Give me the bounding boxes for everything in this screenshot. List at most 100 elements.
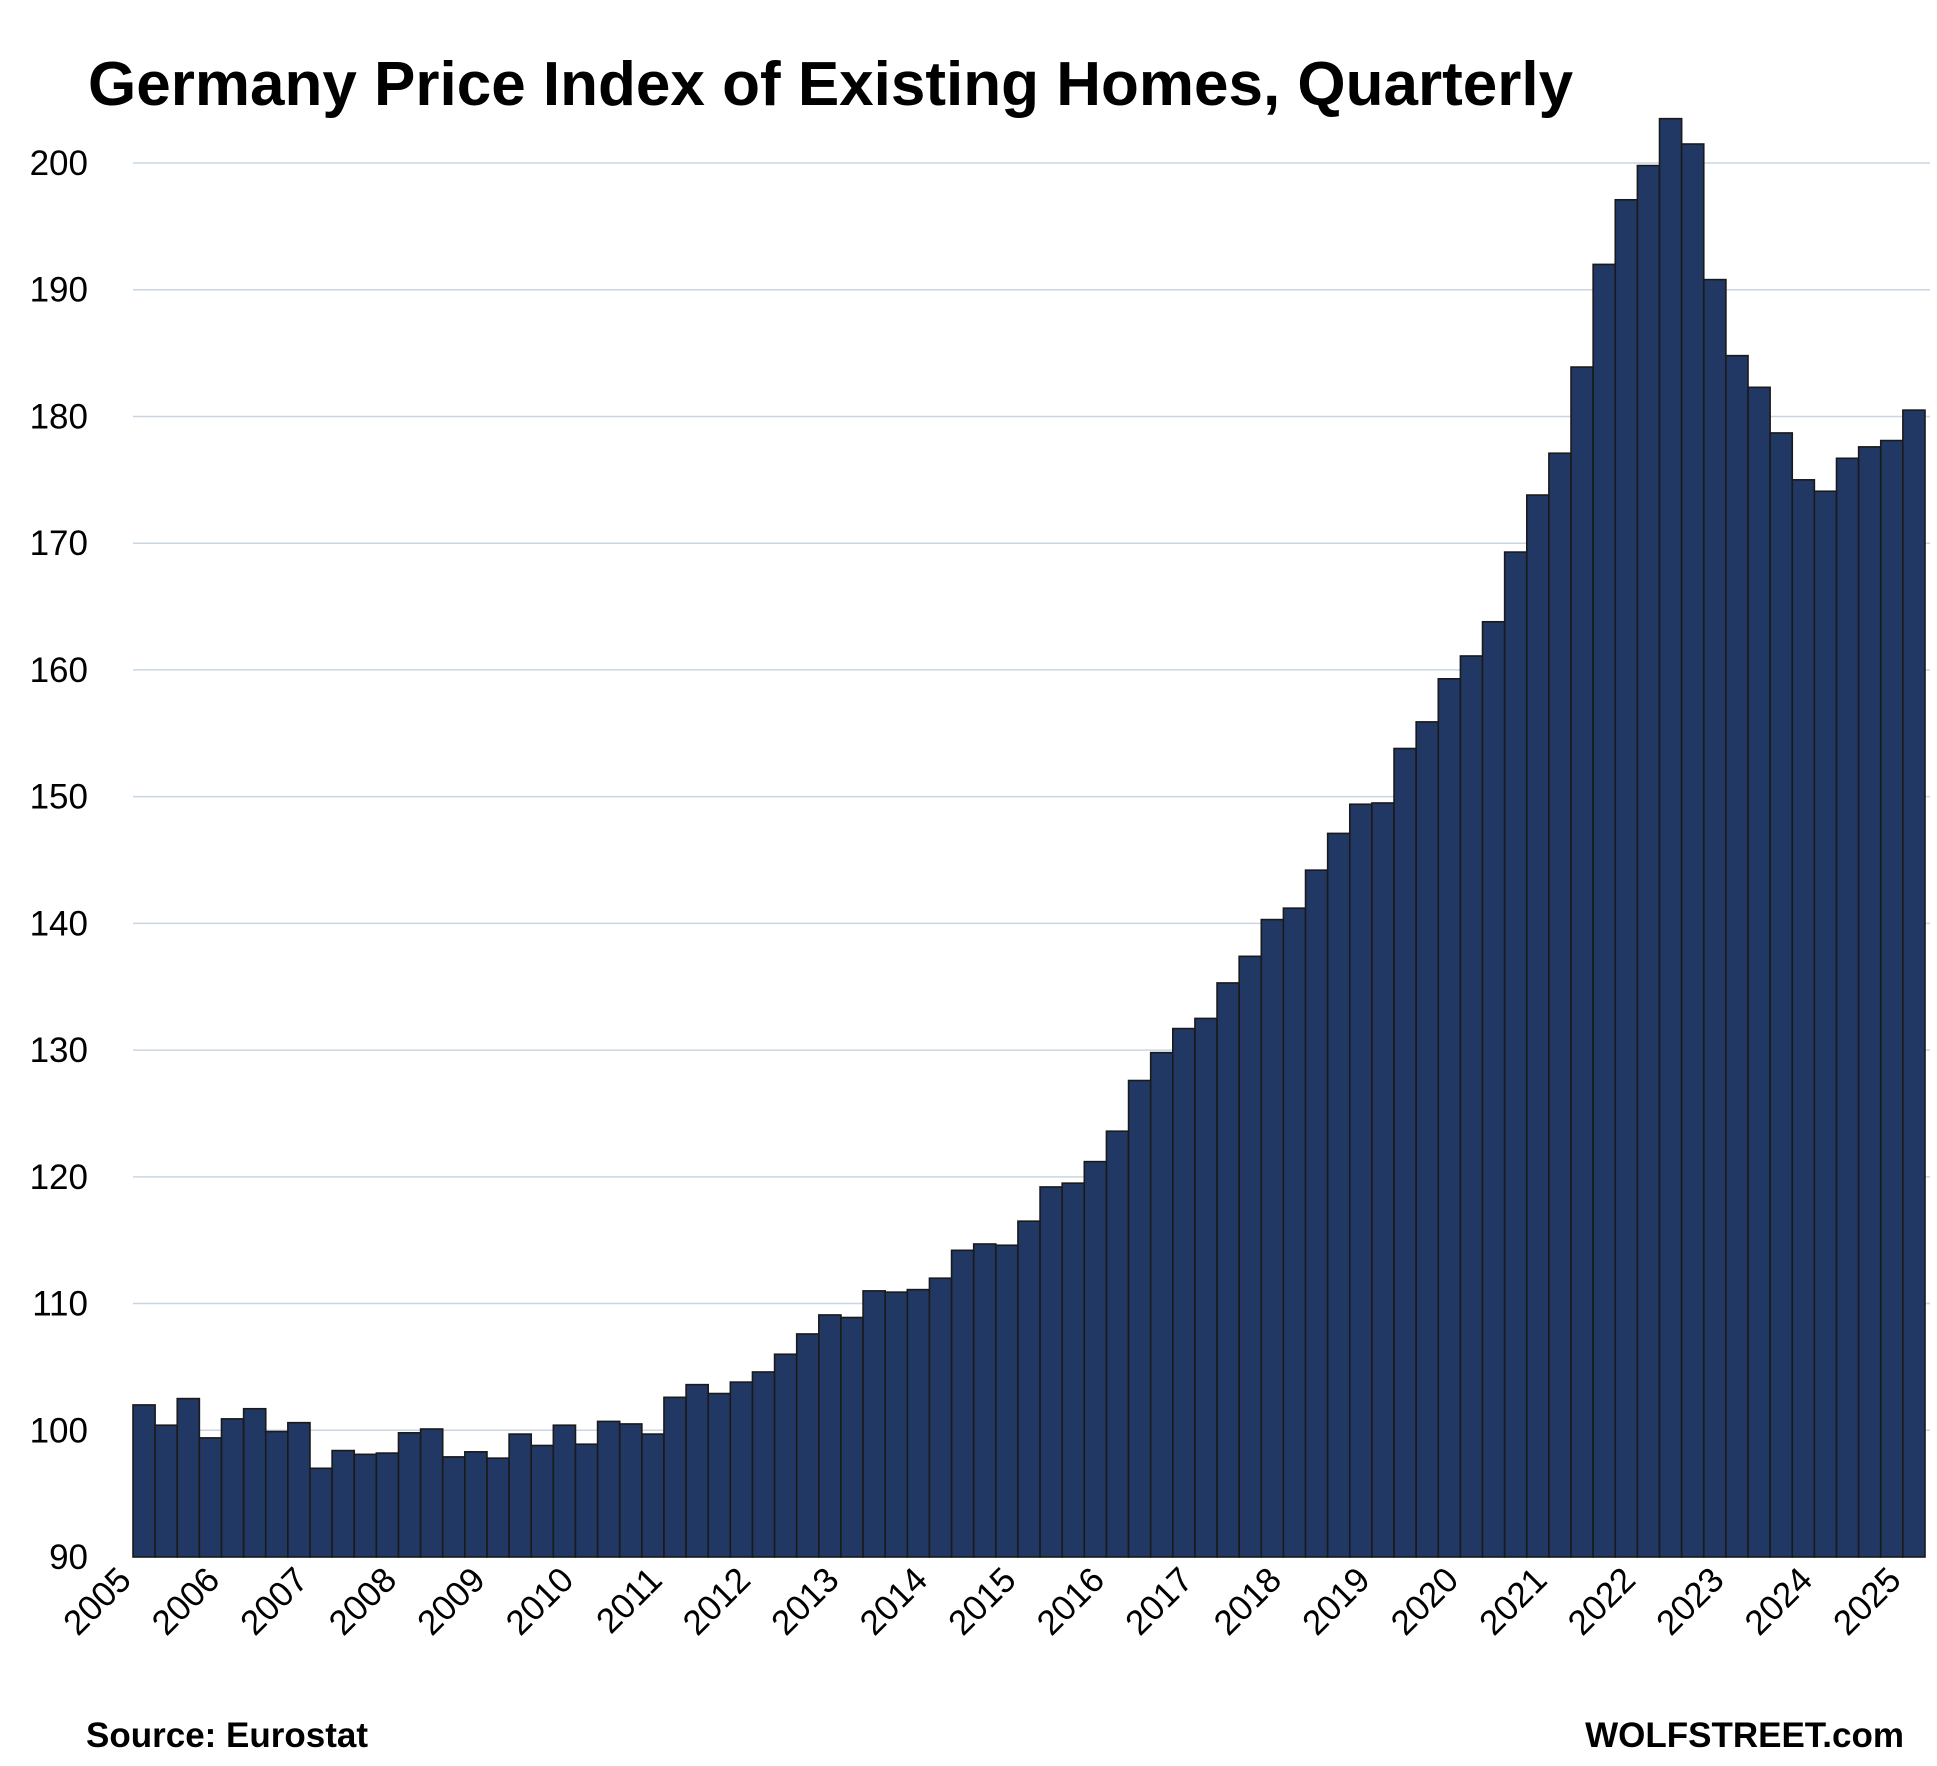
bar: [1879, 439, 1904, 1558]
y-tick-label: 190: [30, 271, 88, 310]
x-tick-label: 2021: [1472, 1560, 1555, 1643]
bar: [1548, 452, 1572, 1558]
bar: [375, 1452, 400, 1558]
bar: [1592, 263, 1617, 1558]
bar: [1216, 982, 1240, 1558]
y-tick-label: 200: [30, 144, 88, 183]
bar: [508, 1433, 533, 1558]
x-tick-label: 2006: [145, 1560, 228, 1643]
bar: [729, 1381, 754, 1558]
y-tick-label: 120: [30, 1158, 88, 1197]
bar: [530, 1444, 555, 1558]
bar: [176, 1397, 201, 1558]
x-tick-label: 2018: [1206, 1560, 1289, 1643]
bar: [1061, 1182, 1086, 1558]
bar: [1304, 869, 1329, 1558]
bar: [1835, 457, 1860, 1558]
chart-title: Germany Price Index of Existing Homes, Q…: [88, 50, 1574, 119]
x-tick-label: 2024: [1737, 1560, 1820, 1643]
bar: [1813, 490, 1838, 1558]
bar: [795, 1333, 820, 1558]
bar: [1702, 278, 1727, 1558]
bar: [596, 1420, 621, 1558]
x-tick-label: 2008: [321, 1560, 404, 1643]
bar: [1658, 117, 1683, 1558]
bar: [1525, 494, 1550, 1558]
bar: [1127, 1079, 1152, 1558]
bar: [397, 1432, 422, 1558]
bar: [1083, 1160, 1108, 1558]
source-note: Source: Eurostat: [86, 1716, 368, 1755]
y-tick-label: 160: [30, 651, 88, 690]
bar: [1348, 803, 1373, 1558]
x-tick-label: 2015: [941, 1560, 1024, 1643]
bar: [1282, 907, 1307, 1558]
bar: [132, 1404, 156, 1558]
bar: [1393, 747, 1417, 1558]
bar: [618, 1423, 643, 1558]
bar: [950, 1249, 975, 1558]
x-axis-tick-labels: 2005 2006 2007 2008 2009 2010 2011 2012 2013 2014…: [56, 1560, 1909, 1643]
bar: [309, 1467, 333, 1558]
bar: [840, 1316, 864, 1558]
bar: [1437, 677, 1462, 1558]
bar: [707, 1392, 732, 1558]
bar: [1326, 832, 1351, 1558]
y-tick-label: 150: [30, 778, 88, 817]
bar: [1415, 721, 1440, 1558]
bar: [486, 1457, 510, 1558]
bar: [220, 1418, 245, 1558]
x-tick-label: 2023: [1649, 1560, 1732, 1643]
bar: [928, 1277, 953, 1558]
brand-watermark: WOLFSTREET.com: [1585, 1716, 1904, 1755]
x-tick-label: 2013: [764, 1560, 847, 1643]
bar: [264, 1430, 289, 1558]
bar: [818, 1314, 842, 1558]
y-tick-label: 130: [30, 1031, 88, 1070]
bar: [906, 1288, 931, 1558]
y-tick-label: 140: [30, 904, 88, 943]
bar: [1791, 479, 1816, 1558]
bar: [353, 1453, 378, 1558]
x-tick-label: 2022: [1560, 1560, 1643, 1643]
bar: [1857, 446, 1882, 1558]
bar: [574, 1443, 599, 1558]
bar: [1017, 1220, 1041, 1558]
bar: [1725, 354, 1749, 1558]
bar: [1481, 620, 1506, 1558]
bar: [552, 1424, 577, 1558]
x-tick-label: 2007: [233, 1560, 316, 1643]
bar: [685, 1383, 710, 1558]
x-tick-label: 2017: [1118, 1560, 1201, 1643]
x-tick-label: 2025: [1826, 1560, 1909, 1643]
bar: [972, 1243, 997, 1558]
bars: [132, 117, 1926, 1558]
bar: [331, 1449, 356, 1558]
x-tick-label: 2009: [410, 1560, 493, 1643]
bar: [1149, 1051, 1174, 1558]
bar: [441, 1456, 466, 1558]
bar: [464, 1451, 488, 1558]
bar: [1172, 1027, 1196, 1558]
bar: [1680, 143, 1705, 1558]
x-tick-label: 2020: [1383, 1560, 1466, 1643]
bar: [1039, 1186, 1063, 1558]
bar: [1371, 802, 1395, 1558]
bar: [154, 1424, 179, 1558]
bar: [419, 1428, 444, 1558]
bar: [287, 1421, 311, 1558]
bar: [1260, 918, 1285, 1558]
y-tick-label: 170: [30, 524, 88, 563]
bar: [862, 1290, 886, 1558]
bar: [1105, 1130, 1130, 1558]
y-tick-label: 180: [30, 397, 88, 436]
y-tick-label: 100: [30, 1411, 88, 1450]
bar: [1459, 655, 1484, 1558]
bar: [1902, 409, 1926, 1558]
bar: [1747, 386, 1771, 1558]
x-tick-label: 2012: [675, 1560, 758, 1643]
y-tick-label: 90: [49, 1538, 88, 1577]
x-tick-label: 2014: [852, 1560, 935, 1643]
